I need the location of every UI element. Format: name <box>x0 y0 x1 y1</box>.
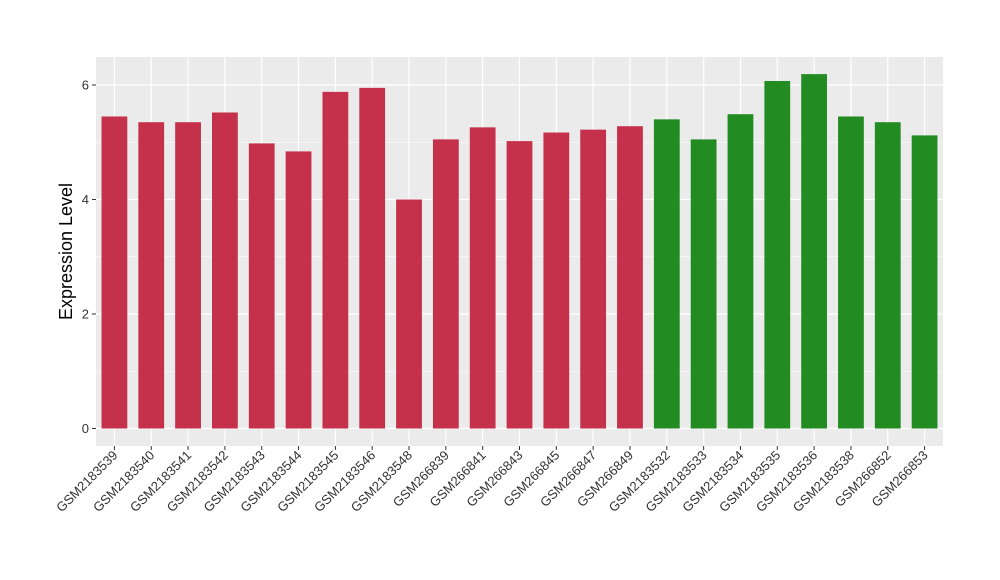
y-axis: 0 2 4 6 <box>82 78 96 436</box>
bar-gsm2183538 <box>838 116 864 429</box>
bar-gsm266847 <box>580 129 607 429</box>
bar-gsm2183544 <box>285 151 312 429</box>
bar-gsm2183534 <box>727 114 754 429</box>
bar-gsm2183532 <box>653 119 680 429</box>
bar-gsm266839 <box>432 139 459 429</box>
bar-gsm2183545 <box>322 91 349 429</box>
bar-gsm266841 <box>469 127 496 429</box>
bar-gsm266845 <box>543 132 570 429</box>
bar-gsm2183542 <box>212 112 238 429</box>
bar-gsm2183543 <box>248 143 275 429</box>
y-axis-title: Expression Level <box>56 183 76 320</box>
bar-gsm2183536 <box>801 74 827 429</box>
y-tick-label: 0 <box>82 421 89 436</box>
bar-gsm266853 <box>911 135 938 429</box>
bar-gsm266843 <box>506 141 533 429</box>
bar-gsm266849 <box>617 126 643 429</box>
bar-gsm2183548 <box>396 199 422 429</box>
bar-gsm266852 <box>874 122 901 429</box>
bars <box>101 74 938 429</box>
y-tick-label: 2 <box>82 307 89 322</box>
bar-gsm2183541 <box>175 122 201 429</box>
x-axis: GSM2183539GSM2183540GSM2183541GSM2183542… <box>53 446 931 515</box>
bar-gsm2183533 <box>690 139 717 429</box>
y-tick-label: 4 <box>82 192 89 207</box>
y-tick-label: 6 <box>82 78 89 93</box>
bar-gsm2183546 <box>359 87 386 429</box>
bar-gsm2183540 <box>138 122 165 429</box>
bar-gsm2183539 <box>101 116 128 429</box>
bar-gsm2183535 <box>764 80 791 429</box>
